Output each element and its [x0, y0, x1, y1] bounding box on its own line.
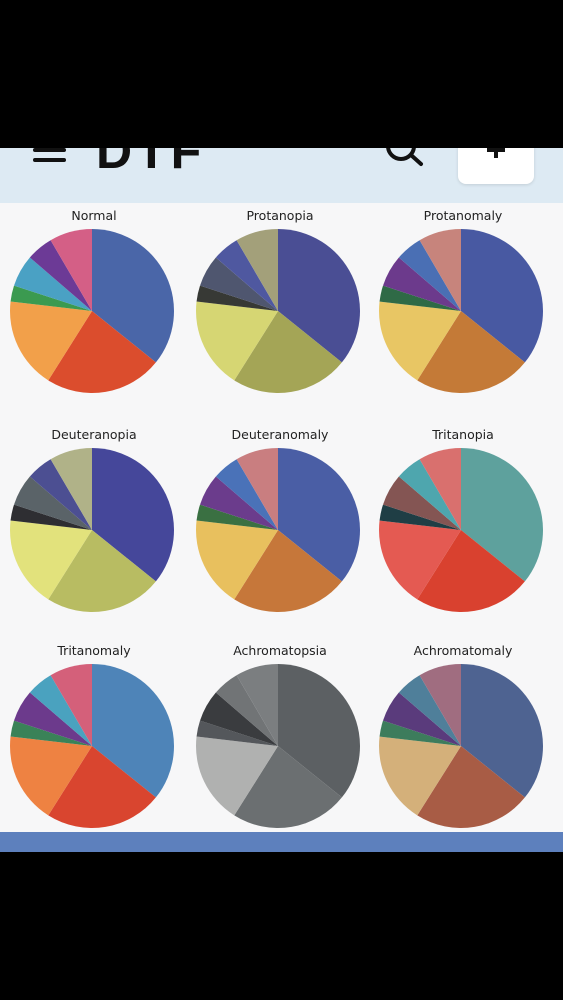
pie-slice — [200, 692, 278, 746]
pie-slice — [278, 664, 361, 798]
chart-cell: Tritanomaly — [0, 638, 188, 832]
pie-slice — [383, 257, 461, 311]
pie-slice — [278, 229, 361, 363]
pie-slice — [461, 229, 544, 363]
chart-title: Deuteranomaly — [231, 427, 329, 442]
pie-slice — [10, 285, 92, 311]
pie-slice — [92, 448, 175, 582]
pie-slice — [419, 229, 461, 311]
pie-slice — [196, 285, 278, 311]
pie-slice — [200, 476, 278, 530]
pie-slice — [417, 311, 525, 394]
pie-slice — [379, 285, 461, 311]
pie-slice — [196, 520, 278, 600]
pie-slice — [14, 257, 92, 311]
chart-cell: Tritanopia — [369, 422, 557, 642]
bottom-bar — [0, 832, 563, 852]
plus-icon — [494, 148, 498, 158]
pie-slice — [10, 736, 92, 816]
pie-slice — [398, 459, 461, 530]
pie-slice — [278, 448, 361, 582]
pie-slice — [417, 746, 525, 829]
pie-chart — [196, 448, 361, 613]
pie-slice — [379, 720, 461, 746]
pie-slice — [215, 675, 278, 746]
pie-chart — [196, 664, 361, 829]
pie-slice — [50, 664, 92, 746]
pie-slice — [50, 448, 92, 530]
pie-slice — [383, 476, 461, 530]
pie-slice — [50, 229, 92, 311]
pie-chart — [196, 229, 361, 394]
pie-chart — [379, 664, 544, 829]
chart-title: Achromatomaly — [413, 643, 513, 658]
pie-slice — [419, 664, 461, 746]
pie-slice — [379, 301, 461, 381]
pie-slice — [398, 240, 461, 311]
pie-slice — [196, 736, 278, 816]
pie-slice — [236, 664, 278, 746]
pie-slice — [48, 746, 156, 829]
pie-slice — [215, 459, 278, 530]
pie-chart — [379, 229, 544, 394]
pie-slice — [14, 692, 92, 746]
pie-slice — [417, 530, 525, 613]
chart-cell: Normal — [0, 203, 188, 423]
pie-chart — [10, 229, 175, 394]
pie-slice — [10, 301, 92, 381]
pie-slice — [48, 530, 156, 613]
menu-icon[interactable] — [33, 148, 66, 168]
chart-title: Tritanomaly — [57, 643, 131, 658]
pie-slice — [236, 229, 278, 311]
pie-chart — [379, 448, 544, 613]
pie-slice — [379, 504, 461, 530]
pie-slice — [234, 311, 342, 394]
search-icon[interactable] — [383, 148, 425, 170]
pie-slice — [398, 675, 461, 746]
chart-cell: Deuteranopia — [0, 422, 188, 642]
pie-slice — [383, 692, 461, 746]
pie-slice — [29, 240, 92, 311]
chart-title: Deuteranopia — [51, 427, 137, 442]
pie-slice — [379, 736, 461, 816]
chart-title: Achromatopsia — [233, 643, 327, 658]
pie-slice — [215, 240, 278, 311]
pie-slice — [200, 257, 278, 311]
chart-cell: Achromatomaly — [369, 638, 557, 832]
pie-slice — [196, 504, 278, 530]
app-header: DTF — [0, 148, 563, 203]
pie-slice — [236, 448, 278, 530]
pie-slice — [234, 746, 342, 829]
pie-chart — [10, 664, 175, 829]
chart-title: Tritanopia — [432, 427, 494, 442]
pie-slice — [10, 720, 92, 746]
pie-slice — [10, 504, 92, 530]
add-button[interactable] — [458, 148, 534, 184]
pie-slice — [92, 664, 175, 798]
pie-slice — [29, 459, 92, 530]
chart-cell: Achromatopsia — [186, 638, 374, 832]
pie-slice — [379, 520, 461, 600]
chart-title: Protanomaly — [423, 208, 503, 223]
pie-slice — [196, 720, 278, 746]
pie-slice — [196, 301, 278, 381]
pie-slice — [48, 311, 156, 394]
chart-cell: Deuteranomaly — [186, 422, 374, 642]
chart-cell: Protanopia — [186, 203, 374, 423]
pie-slice — [461, 448, 544, 582]
chart-cell: Protanomaly — [369, 203, 557, 423]
pie-slice — [29, 675, 92, 746]
pie-chart — [10, 448, 175, 613]
app-logo[interactable]: DTF — [96, 148, 206, 179]
pie-slice — [461, 664, 544, 798]
pie-slice — [92, 229, 175, 363]
pie-slice — [419, 448, 461, 530]
chart-title: Protanopia — [246, 208, 314, 223]
pie-slice — [234, 530, 342, 613]
chart-title: Normal — [71, 208, 117, 223]
pie-slice — [10, 520, 92, 600]
pie-slice — [14, 476, 92, 530]
pie-chart-grid: Normal Protanopia Protanomaly Deuteranop… — [0, 203, 563, 832]
